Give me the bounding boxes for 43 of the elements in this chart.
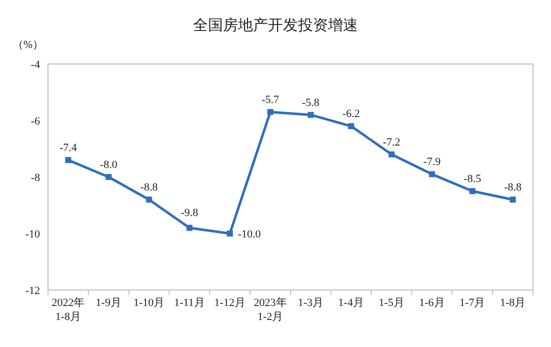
point xyxy=(146,196,152,203)
x-tick-label: 1-12月 xyxy=(214,297,246,309)
point xyxy=(186,224,192,231)
data-label: -7.2 xyxy=(382,136,400,148)
data-label: -5.8 xyxy=(302,96,320,109)
point xyxy=(348,123,354,130)
point xyxy=(388,151,395,158)
x-tick-label: 1-5月 xyxy=(378,297,404,309)
x-tick-label: 1-7月 xyxy=(460,297,486,309)
data-label: -8.8 xyxy=(140,182,158,194)
y-tick-label: -4 xyxy=(30,59,40,71)
x-tick-label: 1-10月 xyxy=(133,297,165,309)
point xyxy=(510,196,516,203)
point xyxy=(106,174,112,180)
x-tick-label: 2022年 1-8月 xyxy=(52,297,85,323)
point xyxy=(226,230,233,236)
point xyxy=(428,171,435,178)
x-tick-label: 1-4月 xyxy=(338,297,364,309)
x-tick-label: 1-6月 xyxy=(419,297,445,309)
point xyxy=(267,109,274,116)
data-label: -8.5 xyxy=(464,173,482,186)
point xyxy=(65,157,72,164)
data-label: -8.8 xyxy=(504,182,522,194)
x-tick-label: 1-9月 xyxy=(96,297,122,309)
x-tick-label: 1-3月 xyxy=(298,297,324,309)
data-label: -9.8 xyxy=(180,206,199,219)
data-label: -10.0 xyxy=(238,228,262,240)
chart-title: 全国房地产开发投资增速 xyxy=(193,17,358,34)
data-label: -8.0 xyxy=(100,159,118,171)
y-tick-label: -10 xyxy=(25,228,40,240)
data-label: -5.7 xyxy=(262,94,280,106)
y-tick-label: -6 xyxy=(30,116,40,128)
y-tick-label: -8 xyxy=(30,172,40,184)
data-label: -7.4 xyxy=(59,142,78,154)
y-tick-label: -12 xyxy=(25,285,40,297)
data-label: -6.2 xyxy=(342,108,360,120)
x-tick-label: 1-11月 xyxy=(174,297,205,309)
y-axis-title: （%） xyxy=(12,39,44,51)
point xyxy=(308,112,314,118)
x-tick-label: 1-8月 xyxy=(500,297,526,309)
point xyxy=(469,188,476,194)
data-label: -7.9 xyxy=(423,156,442,168)
x-tick-label: 2023年 1-2月 xyxy=(254,297,287,323)
